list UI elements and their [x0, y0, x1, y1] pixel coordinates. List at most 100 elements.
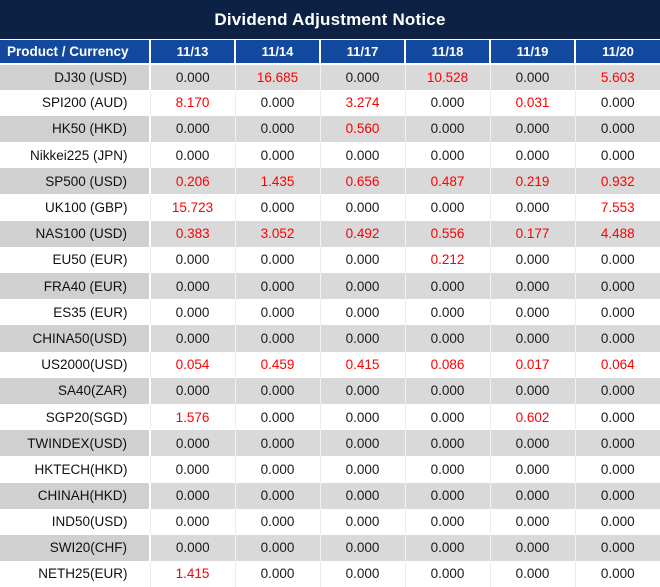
value-cell: 0.000 — [489, 63, 575, 90]
value-cell: 0.000 — [404, 508, 490, 535]
value-cell: 0.000 — [319, 482, 405, 509]
value-cell: 0.086 — [404, 351, 490, 378]
column-header-date: 11/17 — [319, 39, 405, 65]
table-row: IND50(USD) 0.000 0.000 0.000 0.000 0.000 0.000 — [0, 508, 660, 535]
table-row: HK50 (HKD) 0.000 0.000 0.560 0.000 0.000 0.000 — [0, 115, 660, 143]
value-cell: 0.000 — [574, 561, 660, 587]
value-cell: 0.000 — [319, 194, 405, 221]
table-header: Product / Currency 11/13 11/14 11/17 11/18 11… — [0, 39, 660, 65]
page-title: Dividend Adjustment Notice — [214, 9, 446, 29]
value-cell: 0.000 — [319, 299, 405, 326]
value-cell: 0.000 — [574, 115, 660, 143]
product-cell: DJ30 (USD) — [0, 63, 151, 90]
value-cell: 0.000 — [319, 430, 405, 457]
value-cell: 0.000 — [150, 456, 235, 483]
value-cell: 0.602 — [489, 403, 575, 431]
value-cell: 0.000 — [489, 456, 575, 483]
column-header-date: 11/20 — [574, 39, 660, 65]
value-cell: 0.000 — [319, 142, 405, 169]
column-header-date: 11/14 — [234, 39, 320, 65]
value-cell: 0.000 — [404, 325, 490, 352]
value-cell: 0.000 — [150, 430, 235, 457]
value-cell: 0.000 — [319, 273, 405, 300]
value-cell: 0.054 — [150, 351, 235, 378]
value-cell: 0.000 — [489, 325, 575, 352]
value-cell: 0.219 — [489, 168, 575, 195]
value-cell: 0.000 — [319, 534, 405, 562]
value-cell: 0.000 — [574, 89, 660, 116]
value-cell: 0.000 — [150, 142, 235, 169]
value-cell: 0.000 — [574, 377, 660, 404]
product-cell: SP500 (USD) — [0, 168, 151, 195]
value-cell: 0.000 — [404, 534, 490, 562]
product-cell: UK100 (GBP) — [0, 194, 151, 221]
product-cell: FRA40 (EUR) — [0, 273, 151, 300]
value-cell: 0.000 — [574, 534, 660, 562]
product-cell: NETH25(EUR) — [0, 561, 151, 587]
value-cell: 0.000 — [574, 299, 660, 326]
product-cell: NAS100 (USD) — [0, 220, 151, 247]
value-cell: 0.000 — [489, 534, 575, 562]
column-header-product: Product / Currency — [0, 39, 150, 65]
value-cell: 0.932 — [574, 168, 660, 195]
value-cell: 0.000 — [574, 273, 660, 300]
product-cell: HK50 (HKD) — [0, 115, 151, 143]
table-row: HKTECH(HKD) 0.000 0.000 0.000 0.000 0.000 0.00… — [0, 456, 660, 483]
value-cell: 0.000 — [489, 115, 575, 143]
value-cell: 0.000 — [574, 508, 660, 535]
value-cell: 0.000 — [234, 377, 320, 404]
table-row: EU50 (EUR) 0.000 0.000 0.000 0.212 0.000 0.000 — [0, 246, 660, 273]
value-cell: 0.000 — [404, 194, 490, 221]
table-row: SWI20(CHF) 0.000 0.000 0.000 0.000 0.000 0.000 — [0, 534, 660, 562]
product-cell: CHINAH(HKD) — [0, 482, 151, 509]
table-row: DJ30 (USD) 0.000 16.685 0.000 10.528 0.000 5.6… — [0, 63, 660, 90]
table-row: CHINAH(HKD) 0.000 0.000 0.000 0.000 0.000 0.00… — [0, 482, 660, 509]
value-cell: 0.000 — [234, 299, 320, 326]
value-cell: 0.000 — [319, 561, 405, 587]
value-cell: 3.052 — [234, 220, 320, 247]
value-cell: 0.000 — [150, 534, 235, 562]
value-cell: 0.000 — [319, 508, 405, 535]
value-cell: 0.031 — [489, 89, 575, 116]
value-cell: 0.000 — [404, 273, 490, 300]
value-cell: 0.000 — [234, 115, 320, 143]
value-cell: 0.000 — [234, 534, 320, 562]
value-cell: 0.206 — [150, 168, 235, 195]
value-cell: 0.000 — [319, 456, 405, 483]
table-row: CHINA50(USD) 0.000 0.000 0.000 0.000 0.000 0.0… — [0, 325, 660, 352]
value-cell: 0.000 — [234, 142, 320, 169]
value-cell: 0.000 — [150, 115, 235, 143]
product-cell: SPI200 (AUD) — [0, 89, 151, 116]
value-cell: 0.000 — [319, 403, 405, 431]
column-header-date: 11/18 — [404, 39, 490, 65]
value-cell: 0.000 — [404, 482, 490, 509]
value-cell: 0.000 — [150, 273, 235, 300]
value-cell: 0.000 — [319, 246, 405, 273]
product-cell: SGP20(SGD) — [0, 403, 151, 431]
table-body: DJ30 (USD) 0.000 16.685 0.000 10.528 0.000 5.6… — [0, 63, 660, 587]
value-cell: 0.000 — [234, 403, 320, 431]
value-cell: 0.459 — [234, 351, 320, 378]
column-header-date: 11/13 — [149, 39, 235, 65]
value-cell: 1.576 — [150, 403, 235, 431]
value-cell: 0.000 — [234, 430, 320, 457]
value-cell: 0.000 — [404, 403, 490, 431]
value-cell: 0.000 — [574, 142, 660, 169]
value-cell: 0.000 — [234, 246, 320, 273]
value-cell: 0.000 — [404, 561, 490, 587]
value-cell: 0.000 — [234, 325, 320, 352]
value-cell: 0.000 — [150, 325, 235, 352]
value-cell: 3.274 — [319, 89, 405, 116]
value-cell: 0.000 — [404, 115, 490, 143]
table-row: ES35 (EUR) 0.000 0.000 0.000 0.000 0.000 0.000 — [0, 299, 660, 326]
value-cell: 0.064 — [574, 351, 660, 378]
value-cell: 0.000 — [489, 482, 575, 509]
value-cell: 5.603 — [574, 63, 660, 90]
table-row: Nikkei225 (JPN) 0.000 0.000 0.000 0.000 0.000… — [0, 142, 660, 169]
dividend-table: Product / Currency 11/13 11/14 11/17 11/18 11… — [0, 39, 660, 587]
table-row: TWINDEX(USD) 0.000 0.000 0.000 0.000 0.000 0.0… — [0, 430, 660, 457]
value-cell: 0.000 — [574, 403, 660, 431]
value-cell: 0.000 — [150, 246, 235, 273]
table-row: US2000(USD) 0.054 0.459 0.415 0.086 0.017 0.06… — [0, 351, 660, 378]
value-cell: 0.000 — [574, 325, 660, 352]
